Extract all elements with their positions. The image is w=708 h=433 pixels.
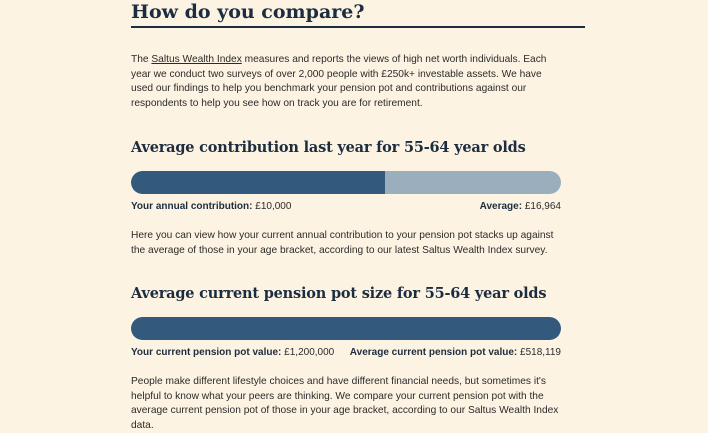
your-contribution: Your annual contribution: £10,000 xyxy=(131,200,291,214)
contribution-progress-bar xyxy=(131,171,561,194)
comparison-section: How do you compare? The Saltus Wealth In… xyxy=(131,0,585,431)
your-contribution-label: Your annual contribution: xyxy=(131,201,253,212)
your-pension-pot-label: Your current pension pot value: xyxy=(131,347,282,358)
your-contribution-value: £10,000 xyxy=(255,201,292,212)
pension-pot-progress-bar xyxy=(131,317,561,340)
intro-text-start: The xyxy=(131,54,152,65)
contribution-labels: Your annual contribution: £10,000 Averag… xyxy=(131,200,561,214)
intro-paragraph: The Saltus Wealth Index measures and rep… xyxy=(131,53,563,111)
average-pension-pot-value: £518,119 xyxy=(520,347,561,358)
pension-pot-description: People make different lifestyle choices … xyxy=(131,376,559,431)
saltus-wealth-index-link[interactable]: Saltus Wealth Index xyxy=(151,54,242,65)
pension-pot-labels: Your current pension pot value: £1,200,0… xyxy=(131,346,561,360)
average-pension-pot-label: Average current pension pot value: xyxy=(349,347,518,358)
contribution-description: Here you can view how your current annua… xyxy=(131,230,554,256)
average-contribution-value: £16,964 xyxy=(524,201,561,212)
title-divider xyxy=(131,26,585,28)
your-pension-pot-value: £1,200,000 xyxy=(284,347,335,358)
average-pension-pot: Average current pension pot value: £518,… xyxy=(350,346,561,360)
pension-pot-bar-fill xyxy=(131,317,561,340)
average-contribution-label: Average: xyxy=(479,201,523,212)
average-contribution: Average: £16,964 xyxy=(480,200,561,214)
your-pension-pot: Your current pension pot value: £1,200,0… xyxy=(131,346,334,360)
intro-text-rest: measures and reports the views of high n… xyxy=(131,54,547,109)
pension-pot-title: Average current pension pot size for 55-… xyxy=(131,285,547,302)
contribution-title: Average contribution last year for 55-64… xyxy=(131,139,526,156)
page-title: How do you compare? xyxy=(131,1,365,23)
contribution-bar-fill xyxy=(131,171,385,194)
